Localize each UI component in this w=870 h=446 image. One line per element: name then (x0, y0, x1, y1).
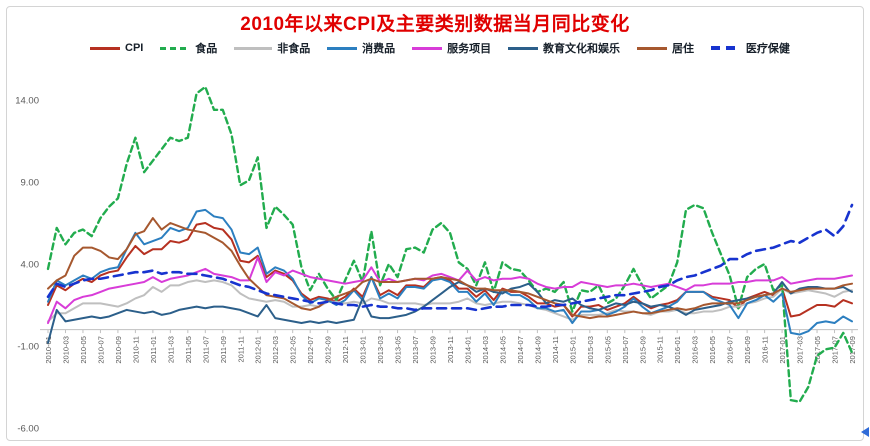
x-tick-label: 2010-03 (61, 336, 70, 364)
legend-item-cpi: CPI (90, 42, 143, 54)
series-line-2 (47, 279, 853, 323)
x-tick-label: 2014-05 (498, 336, 507, 364)
x-tick-label: 2010-01 (44, 336, 53, 364)
x-tick-label: 2016-05 (708, 336, 717, 364)
x-tick-label: 2011-03 (166, 336, 175, 363)
legend-label: 服务项目 (447, 43, 492, 55)
x-tick-label: 2015-07 (621, 336, 630, 364)
x-tick-label: 2015-11 (656, 336, 665, 363)
legend-item-consumer-goods: 消费品 (327, 40, 395, 56)
x-tick-label: 2011-05 (184, 336, 193, 363)
healthcare-dashed-line-swatch-icon (710, 46, 741, 50)
x-tick-label: 2013-05 (394, 336, 403, 364)
legend-label: 教育文化和娱乐 (543, 43, 621, 55)
x-tick-label: 2012-07 (306, 336, 315, 364)
x-tick-label: 2012-09 (324, 336, 333, 364)
x-tick-label: 2010-09 (114, 336, 123, 364)
legend-item-nonfood: 非食品 (234, 40, 310, 56)
x-tick-label: 2012-01 (254, 336, 263, 364)
x-tick-label: 2017-07 (831, 336, 840, 364)
x-tick-label: 2013-01 (359, 336, 368, 364)
legend-label: 居住 (671, 43, 694, 55)
x-tick-label: 2016-09 (743, 336, 752, 364)
consumer-goods-line-swatch-icon (327, 46, 358, 50)
y-tick-label: 9.00 (21, 177, 40, 188)
series-line-1 (46, 85, 854, 403)
education-line-swatch-icon (508, 46, 539, 50)
chart-title: 2010年以来CPI及主要类别数据当月同比变化 (240, 14, 630, 35)
x-tick-label: 2015-05 (603, 336, 612, 364)
x-tick-label: 2016-01 (673, 336, 682, 364)
x-tick-label: 2013-07 (411, 336, 420, 364)
x-tick-label: 2017-05 (813, 336, 822, 364)
x-tick-label: 2011-01 (149, 336, 158, 363)
x-tick-label: 2015-01 (568, 336, 577, 364)
x-tick-label: 2015-09 (638, 336, 647, 364)
series-line-0 (47, 222, 853, 318)
x-tick-label: 2013-09 (429, 336, 438, 364)
legend-item-residence: 居住 (636, 40, 694, 56)
scroll-left-arrow-icon[interactable] (861, 427, 869, 437)
series-line-5 (47, 281, 853, 344)
y-tick-label: 4.00 (21, 259, 40, 270)
legend-item-healthcare: 医疗保健 (710, 40, 790, 56)
legend-label: 食品 (195, 43, 218, 55)
x-tick-label: 2016-11 (761, 336, 770, 363)
x-tick-label: 2013-03 (376, 336, 385, 364)
food-dashed-line-swatch-icon (160, 46, 191, 50)
x-tick-label: 2016-07 (726, 336, 735, 364)
x-tick-label: 2012-05 (289, 336, 298, 364)
x-tick-label: 2015-03 (586, 336, 595, 364)
cpi-line-swatch-icon (90, 46, 120, 50)
x-tick-label: 2014-01 (463, 336, 472, 364)
x-tick-label: 2016-03 (691, 336, 700, 364)
legend-label: 消费品 (362, 43, 396, 55)
x-tick-label: 2010-05 (79, 336, 88, 364)
legend: CPI 食品 非食品 消费品 服务项目 教育文化和娱乐 居住 医疗保健 (90, 40, 790, 56)
x-tick-label: 2011-11 (236, 336, 245, 362)
x-tick-label: 2017-01 (778, 336, 787, 364)
legend-item-services: 服务项目 (412, 40, 491, 56)
x-tick-label: 2014-09 (533, 336, 542, 364)
x-tick-label: 2012-11 (341, 336, 350, 363)
x-tick-label: 2014-11 (551, 336, 560, 363)
x-tick-label: 2014-07 (516, 336, 525, 364)
series-line-6 (47, 217, 853, 320)
x-tick-label: 2012-03 (271, 336, 280, 364)
series-line-3 (47, 208, 853, 336)
x-tick-label: 2010-11 (131, 336, 140, 363)
legend-label: CPI (125, 42, 144, 54)
services-line-swatch-icon (412, 46, 443, 50)
y-tick-label: 14.00 (15, 95, 39, 106)
x-tick-label: 2017-09 (848, 336, 857, 364)
legend-item-education-culture: 教育文化和娱乐 (508, 40, 620, 56)
x-tick-label: 2011-07 (201, 336, 210, 363)
x-tick-label: 2014-03 (481, 336, 490, 364)
x-tick-label: 2013-11 (446, 336, 455, 363)
nonfood-line-swatch-icon (234, 46, 273, 50)
legend-label: 医疗保健 (745, 43, 790, 55)
y-tick-label: -6.00 (17, 423, 39, 434)
x-tick-label: 2011-09 (219, 336, 228, 363)
y-tick-label: -1.00 (17, 341, 39, 352)
series-line-7 (46, 203, 854, 312)
legend-item-food: 食品 (160, 40, 217, 56)
x-tick-label: 2017-03 (796, 336, 805, 364)
x-tick-label: 2010-07 (96, 336, 105, 364)
residence-line-swatch-icon (636, 46, 667, 50)
legend-label: 非食品 (277, 43, 311, 55)
series-line-4 (47, 256, 853, 325)
